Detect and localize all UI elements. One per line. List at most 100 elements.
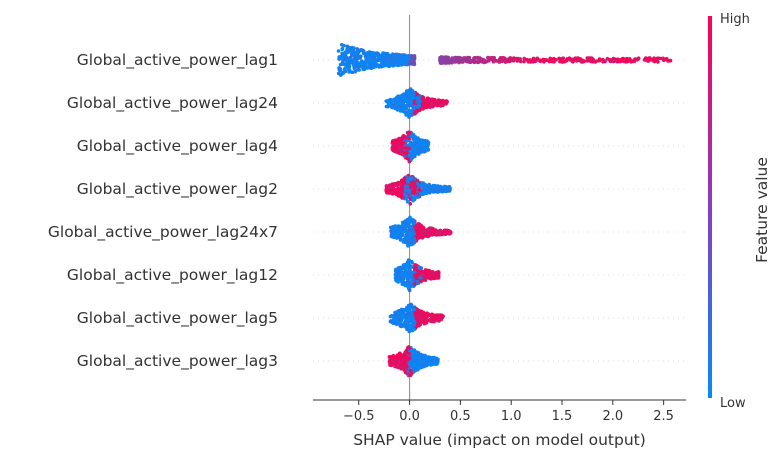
- shap-point: [436, 98, 441, 102]
- shap-point: [413, 146, 417, 151]
- shap-point: [388, 188, 393, 193]
- shap-point: [603, 59, 607, 64]
- shap-point: [386, 186, 390, 190]
- shap-point: [360, 48, 364, 53]
- shap-point: [403, 319, 407, 324]
- shap-point: [420, 320, 425, 324]
- x-ticks: −0.5 0.0 0.5 1.0 1.5 2.0 2.5: [343, 400, 674, 424]
- shap-point: [404, 194, 409, 199]
- shap-point: [412, 322, 416, 327]
- shap-point: [413, 363, 418, 368]
- shap-point: [405, 279, 410, 283]
- shap-point: [399, 63, 404, 67]
- shap-point: [412, 319, 417, 324]
- shap-point: [350, 70, 355, 74]
- x-tick-label: −0.5: [343, 409, 375, 424]
- shap-point: [426, 103, 430, 108]
- shap-point: [377, 63, 381, 67]
- shap-point: [522, 56, 526, 61]
- shap-point: [380, 57, 384, 61]
- shap-point: [591, 59, 595, 64]
- shap-point: [402, 237, 406, 242]
- shap-point: [363, 61, 367, 66]
- shap-point: [407, 61, 412, 66]
- shap-point: [403, 351, 408, 355]
- shap-point: [426, 188, 431, 192]
- shap-point: [652, 59, 657, 64]
- shap-point: [397, 53, 401, 57]
- colorbar: High Low Feature value: [708, 12, 771, 411]
- shap-point: [400, 109, 405, 113]
- shap-point: [509, 56, 514, 61]
- shap-point: [407, 351, 412, 356]
- shap-point: [438, 228, 443, 233]
- shap-point: [336, 71, 341, 76]
- shap-point: [611, 56, 616, 61]
- shap-point: [531, 56, 536, 61]
- shap-point: [423, 271, 428, 275]
- colorbar-low-label: Low: [720, 396, 746, 411]
- shap-point: [437, 187, 442, 192]
- shap-point: [467, 55, 472, 60]
- shap-point: [611, 59, 616, 64]
- x-tick-label: 0.5: [450, 409, 471, 424]
- shap-point: [618, 59, 622, 64]
- shap-point: [412, 62, 416, 66]
- shap-point: [579, 59, 583, 64]
- shap-point: [666, 59, 670, 63]
- shap-point: [398, 235, 402, 239]
- shap-point: [398, 193, 403, 197]
- shap-point: [342, 43, 346, 48]
- shap-point: [597, 57, 602, 61]
- shap-point: [405, 55, 409, 60]
- shap-point: [406, 243, 410, 247]
- shap-point: [586, 57, 590, 61]
- shap-point: [410, 364, 415, 369]
- shap-point: [516, 56, 520, 61]
- shap-point: [421, 356, 425, 360]
- shap-point: [486, 55, 490, 60]
- colorbar-title: Feature value: [753, 157, 771, 263]
- shap-point: [408, 373, 413, 378]
- shap-point: [412, 307, 417, 312]
- shap-point: [417, 355, 421, 360]
- shap-point: [405, 283, 409, 287]
- shap-point: [397, 309, 401, 313]
- shap-point: [417, 152, 421, 156]
- shap-point: [414, 352, 418, 356]
- shap-point: [385, 63, 390, 67]
- shap-point: [405, 322, 409, 327]
- shap-point: [411, 58, 415, 62]
- shap-point: [431, 358, 436, 362]
- x-tick-label: 0.0: [399, 409, 420, 424]
- shap-point: [413, 263, 418, 267]
- shap-point: [381, 64, 386, 68]
- shap-point: [403, 188, 408, 192]
- shap-point: [394, 267, 399, 272]
- shap-point: [402, 103, 407, 108]
- shap-point: [410, 185, 414, 190]
- shap-point: [636, 56, 641, 60]
- shap-point: [409, 55, 414, 59]
- shap-point: [434, 271, 439, 275]
- shap-point: [341, 71, 346, 75]
- shap-point: [337, 57, 341, 61]
- shap-point: [407, 131, 412, 136]
- shap-point: [394, 227, 399, 232]
- shap-point: [452, 60, 457, 64]
- shap-point: [415, 108, 420, 113]
- feature-point-group: [388, 215, 453, 248]
- shap-point: [386, 99, 391, 103]
- shap-point: [415, 100, 420, 104]
- shap-point: [373, 58, 377, 62]
- shap-point: [429, 362, 434, 367]
- shap-point: [337, 66, 341, 70]
- x-tick-label: 1.5: [552, 409, 573, 424]
- shap-point: [394, 105, 398, 109]
- shap-point: [418, 266, 422, 271]
- shap-point: [415, 178, 420, 183]
- shap-point: [432, 186, 437, 190]
- shap-point: [400, 282, 405, 287]
- shap-point: [427, 226, 432, 230]
